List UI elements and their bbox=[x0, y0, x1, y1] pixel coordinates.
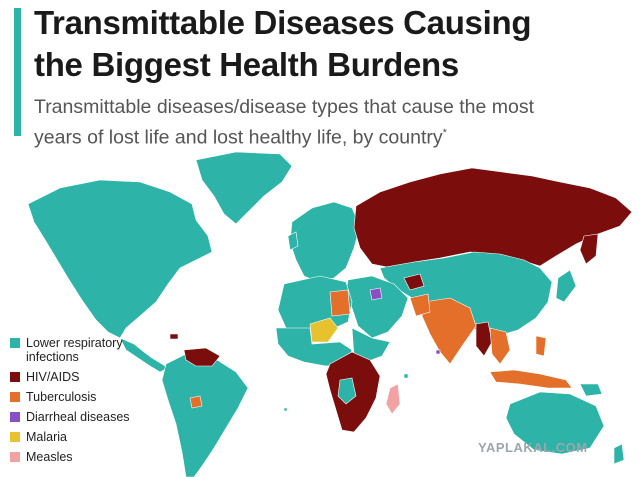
title-line-2: the Biggest Health Burdens bbox=[34, 46, 459, 83]
subtitle-line-1: Transmittable diseases/disease types tha… bbox=[34, 96, 535, 118]
region-south-america bbox=[161, 351, 249, 477]
region-uk bbox=[287, 231, 299, 251]
page-title: Transmittable Diseases Causing the Bigge… bbox=[34, 2, 634, 86]
legend-swatch bbox=[10, 432, 20, 442]
legend-label: HIV/AIDS bbox=[26, 370, 80, 384]
region-venezuela bbox=[183, 347, 221, 367]
legend-item-tuberculosis: Tuberculosis bbox=[10, 390, 180, 404]
region-australia bbox=[505, 391, 605, 455]
region-north-africa bbox=[277, 275, 353, 335]
region-madagascar bbox=[385, 383, 401, 415]
region-bolivia bbox=[189, 395, 203, 409]
region-png bbox=[579, 383, 603, 397]
region-japan bbox=[555, 269, 577, 303]
region-north-america bbox=[27, 179, 213, 339]
legend-swatch bbox=[10, 372, 20, 382]
region-island-2 bbox=[435, 349, 441, 355]
region-pakistan bbox=[409, 293, 431, 317]
region-haiti bbox=[169, 333, 179, 340]
subtitle-footnote-marker: * bbox=[442, 127, 447, 139]
legend-item-lower-respiratory: Lower respiratory infections bbox=[10, 336, 180, 364]
legend-label: Diarrheal diseases bbox=[26, 410, 130, 424]
region-turkmenistan bbox=[403, 273, 425, 291]
region-indonesia bbox=[489, 369, 573, 389]
region-syria bbox=[369, 287, 383, 301]
legend-swatch bbox=[10, 392, 20, 402]
page-subtitle: Transmittable diseases/disease types tha… bbox=[34, 94, 634, 151]
legend-label-line-2: infections bbox=[26, 350, 79, 364]
region-philippines bbox=[535, 335, 547, 357]
legend-label: Lower respiratory infections bbox=[26, 336, 156, 364]
legend-label: Malaria bbox=[26, 430, 67, 444]
legend-swatch bbox=[10, 452, 20, 462]
region-libya bbox=[329, 289, 351, 317]
legend-item-measles: Measles bbox=[10, 450, 180, 464]
legend-item-diarrheal: Diarrheal diseases bbox=[10, 410, 180, 424]
region-central-africa bbox=[337, 377, 357, 405]
watermark: YAPLAKAL.COM bbox=[478, 440, 588, 455]
region-greenland bbox=[195, 152, 293, 225]
region-island-1 bbox=[403, 373, 409, 379]
legend-label-line-1: Lower respiratory bbox=[26, 336, 123, 350]
legend-item-malaria: Malaria bbox=[10, 430, 180, 444]
world-map bbox=[27, 152, 633, 477]
legend-label: Tuberculosis bbox=[26, 390, 97, 404]
legend-item-hiv-aids: HIV/AIDS bbox=[10, 370, 180, 384]
region-indochina bbox=[489, 327, 511, 365]
legend-label: Measles bbox=[26, 450, 73, 464]
region-myanmar bbox=[475, 321, 493, 357]
title-line-1: Transmittable Diseases Causing bbox=[34, 4, 532, 41]
region-kamchatka bbox=[579, 233, 599, 265]
map-legend: Lower respiratory infections HIV/AIDS Tu… bbox=[10, 336, 180, 470]
region-island-3 bbox=[283, 407, 288, 412]
region-india bbox=[421, 297, 477, 365]
region-europe bbox=[289, 201, 361, 283]
subtitle-line-2: years of lost life and lost healthy life… bbox=[34, 126, 443, 149]
title-accent-bar bbox=[14, 8, 21, 136]
legend-swatch bbox=[10, 338, 20, 348]
region-new-zealand bbox=[613, 443, 625, 465]
legend-swatch bbox=[10, 412, 20, 422]
